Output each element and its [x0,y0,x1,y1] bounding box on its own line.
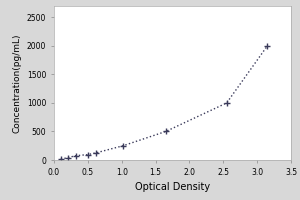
Y-axis label: Concentration(pg/mL): Concentration(pg/mL) [12,33,21,133]
X-axis label: Optical Density: Optical Density [135,182,210,192]
